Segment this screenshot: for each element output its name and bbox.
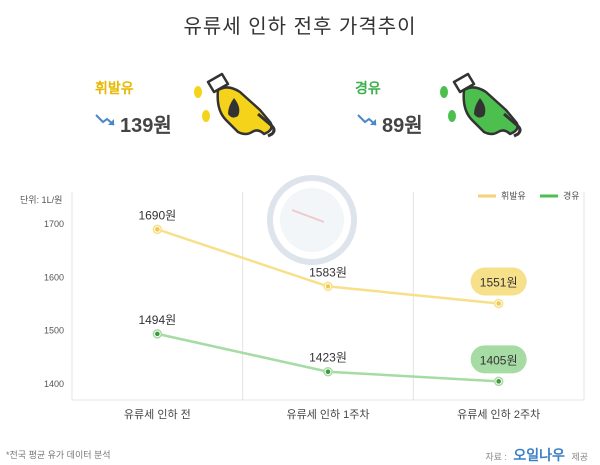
gasoline-price-drop: 139원 (120, 115, 172, 137)
chart-title: 유류세 인하 전후 가격추이 (183, 16, 417, 38)
watermark-gauge-icon (267, 175, 357, 265)
data-label: 1551원 (480, 275, 518, 289)
down-trend-icon (95, 114, 115, 126)
y-tick-label: 1600 (44, 272, 64, 282)
data-point (325, 369, 331, 375)
data-label: 1494원 (138, 313, 176, 327)
line-chart: 1400 1500 1600 1700 유류세 인하 전 유류세 인하 1주차 유류세 인하… (44, 190, 585, 421)
data-label-pill (470, 267, 527, 296)
footnote: *전국 평균 유가 데이터 분석 (6, 450, 111, 460)
diesel-price-drop: 89원 (382, 115, 423, 137)
data-point (155, 227, 160, 232)
data-point (496, 301, 501, 306)
x-tick-label: 유류세 인하 전 (124, 407, 191, 421)
unit-label: 단위: 1L/원 (20, 195, 63, 205)
data-label: 1423원 (309, 351, 347, 365)
legend-label: 휘발유 (501, 191, 526, 201)
data-point (325, 284, 331, 289)
legend-label: 경유 (563, 190, 580, 201)
source-prefix: 자료 : (485, 452, 507, 462)
diesel-label: 경유 (355, 80, 381, 96)
data-label: 1690원 (138, 208, 176, 222)
data-point (496, 379, 501, 384)
gasoline-label: 휘발유 (95, 80, 134, 96)
x-tick-label: 유류세 인하 2주차 (457, 407, 540, 421)
gasoline-pump-icon (194, 72, 276, 138)
y-tick-label: 1400 (44, 379, 64, 389)
data-label: 1405원 (480, 353, 518, 367)
data-point (155, 331, 160, 337)
data-label: 1583원 (309, 265, 347, 279)
y-tick-label: 1500 (44, 326, 64, 336)
source-brand-logo: 오일나우 (513, 447, 565, 463)
source-credit: 자료 : 오일나우 제공 (485, 445, 588, 465)
y-tick-label: 1700 (44, 219, 64, 229)
x-tick-label: 유류세 인하 1주차 (286, 407, 369, 421)
down-trend-icon (357, 114, 377, 126)
data-label-pill (470, 345, 527, 374)
diesel-pump-icon (440, 72, 522, 138)
source-suffix: 제공 (571, 452, 588, 462)
